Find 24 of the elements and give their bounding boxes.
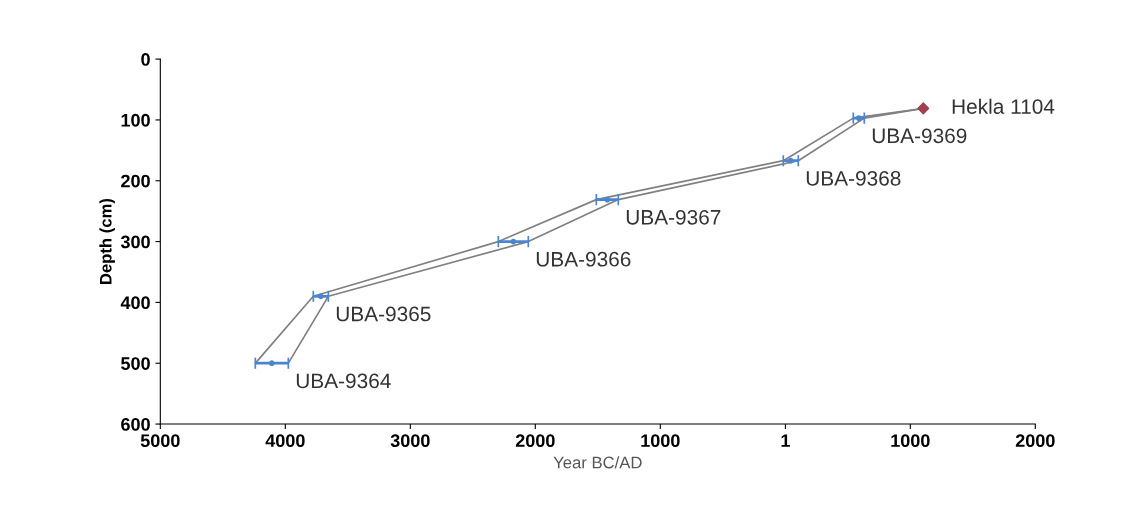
x-tick-label: 1000	[891, 434, 930, 448]
y-tick-label: 400	[120, 296, 150, 310]
x-tick-label: 1	[781, 434, 790, 447]
annotation: UBA-9366	[536, 251, 631, 267]
y-tick-label: 200	[121, 174, 150, 188]
x-tick-label: 1000	[641, 434, 680, 448]
x-tick-label: 4000	[265, 434, 305, 448]
x-axis-title: Year BC/AD	[553, 456, 642, 469]
annotation: UBA-9367	[626, 209, 721, 225]
y-tick-label: 0	[141, 53, 150, 66]
annotation: UBA-9369	[872, 128, 967, 144]
x-tick-label: 2000	[515, 434, 555, 448]
y-tick-label: 600	[121, 417, 150, 431]
y-tick-label: 100	[121, 113, 150, 127]
annotation: UBA-9365	[336, 306, 431, 322]
y-tick-label: 500	[121, 357, 150, 370]
annotation: UBA-9364	[296, 373, 391, 389]
x-tick-label: 2000	[1015, 434, 1055, 448]
annotation: Hekla 1104	[952, 98, 1055, 114]
x-tick-label: 5000	[140, 434, 180, 448]
x-tick-label: 3000	[390, 434, 430, 448]
y-axis-title: Depth (cm)	[99, 198, 115, 284]
annotation: UBA-9368	[806, 170, 901, 186]
y-tick-label: 300	[120, 235, 150, 249]
